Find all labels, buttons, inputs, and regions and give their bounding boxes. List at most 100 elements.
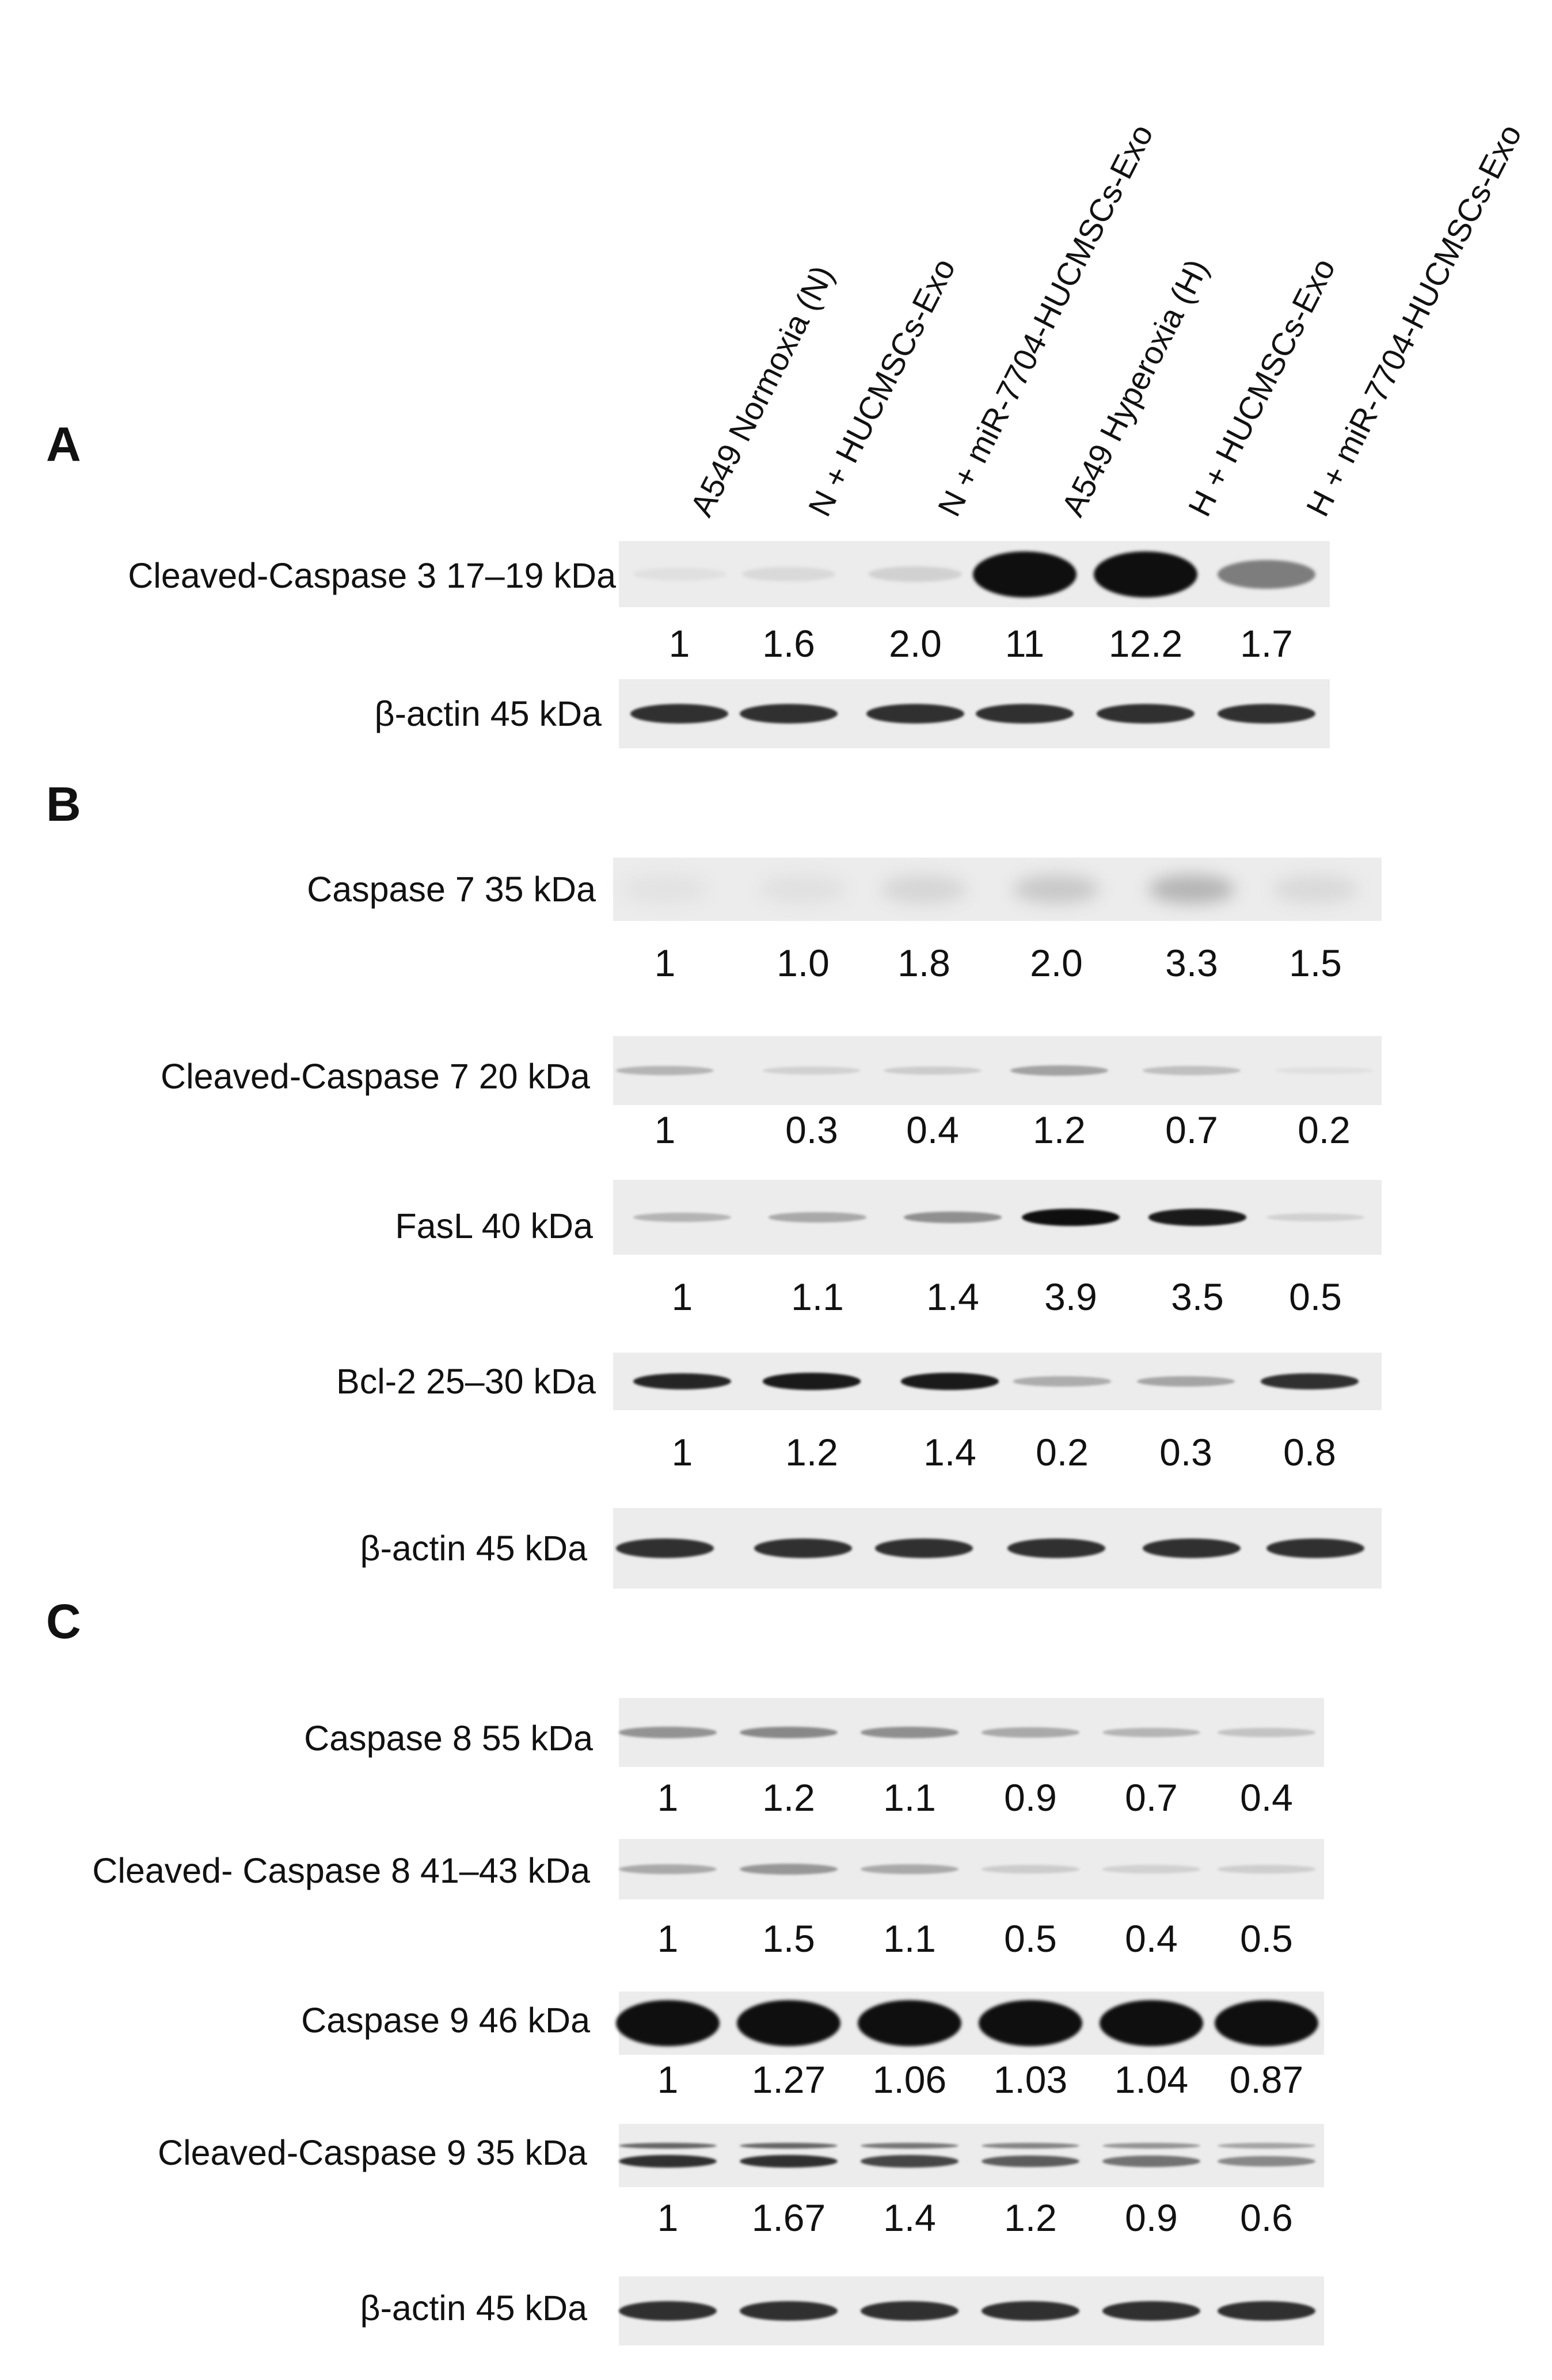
densitometry-value: 0.8 [1283, 1431, 1336, 1473]
densitometry-value: 1.67 [751, 2196, 826, 2239]
blot-row-label: FasL 40 kDa [395, 1206, 593, 1246]
protein-band [1102, 1727, 1200, 1738]
protein-band [973, 551, 1076, 597]
blot-row-label: Cleaved-Caspase 9 35 kDa [158, 2133, 587, 2172]
protein-band [1143, 1539, 1241, 1558]
blot-row-label: Caspase 9 46 kDa [301, 2001, 590, 2040]
densitometry-value: 1.7 [1240, 622, 1293, 665]
blot-row-label: Cleaved-Caspase 3 17–19 kDa [128, 556, 616, 595]
protein-band [740, 1726, 838, 1739]
protein-band [982, 1865, 1079, 1873]
lane-header: H + miR-7704-HUCMSCs-Exo [1299, 118, 1529, 522]
densitometry-value: 2.0 [889, 622, 942, 665]
protein-band [1022, 1209, 1120, 1226]
protein-band [881, 875, 967, 904]
protein-band [737, 2000, 840, 2046]
protein-band [616, 2000, 720, 2046]
protein-band [619, 2301, 717, 2321]
densitometry-value: 1.03 [993, 2058, 1068, 2101]
blot-row-label: β-actin 45 kDa [374, 694, 602, 733]
densitometry-value: 0.6 [1240, 2196, 1293, 2239]
blot-strip [619, 679, 1330, 748]
protein-band [1102, 2156, 1200, 2167]
protein-band-upper [982, 2143, 1079, 2149]
protein-band [633, 1212, 731, 1223]
protein-band [979, 2000, 1082, 2046]
protein-band [1094, 551, 1197, 597]
blot-strip [613, 1508, 1382, 1589]
protein-band [740, 2154, 838, 2168]
densitometry-value: 0.9 [1125, 2196, 1178, 2239]
protein-band [1266, 1539, 1364, 1558]
densitometry-value: 1 [657, 1776, 679, 1819]
protein-band [861, 1864, 958, 1875]
protein-band [1261, 1373, 1359, 1389]
protein-band [616, 1539, 714, 1558]
densitometry-value: 0.5 [1289, 1275, 1342, 1318]
densitometry-value: 1.2 [785, 1431, 838, 1473]
blot-strip [619, 1698, 1324, 1767]
protein-band [740, 704, 838, 723]
densitometry-value: 1.4 [923, 1431, 976, 1473]
densitometry-value: 1.5 [1289, 942, 1342, 984]
protein-band [861, 1727, 958, 1738]
lane-header: N + miR-7704-HUCMSCs-Exo [930, 118, 1161, 522]
protein-band [1215, 2000, 1318, 2046]
protein-band [1218, 2156, 1315, 2167]
protein-band [1102, 1865, 1200, 1873]
protein-band [760, 875, 846, 904]
protein-band [982, 2301, 1079, 2321]
protein-band [1218, 559, 1315, 589]
densitometry-value: 0.7 [1165, 1109, 1218, 1151]
densitometry-value: 1 [668, 622, 690, 665]
protein-band [884, 1066, 982, 1075]
densitometry-value: 0.4 [906, 1109, 959, 1151]
lane-header: A549 Hyperoxia (H) [1054, 253, 1215, 522]
protein-band [622, 875, 708, 904]
protein-band-upper [1102, 2143, 1200, 2149]
protein-band [619, 1864, 717, 1875]
densitometry-value: 1.2 [762, 1776, 815, 1819]
panel-letter: A [46, 417, 81, 471]
protein-band [868, 566, 963, 582]
densitometry-value: 3.5 [1171, 1275, 1224, 1318]
densitometry-value: 0.7 [1125, 1776, 1178, 1819]
blot-strip [613, 858, 1382, 921]
protein-band-upper [740, 2143, 838, 2149]
protein-band [901, 1373, 999, 1390]
protein-band [1218, 704, 1315, 723]
densitometry-value: 0.3 [1159, 1431, 1212, 1473]
protein-band [861, 2301, 958, 2321]
blot-row-label: β-actin 45 kDa [360, 2288, 587, 2328]
panel-letter: B [46, 777, 81, 831]
densitometry-value: 2.0 [1030, 942, 1083, 984]
blot-row-label: Cleaved-Caspase 7 20 kDa [161, 1057, 590, 1096]
protein-band [1100, 2000, 1203, 2046]
protein-band [1010, 1065, 1108, 1076]
protein-band [1218, 1728, 1315, 1737]
protein-band [1266, 1213, 1364, 1222]
protein-band [861, 2155, 958, 2168]
blot-row-label: Caspase 7 35 kDa [307, 870, 596, 909]
densitometry-value: 1.2 [1033, 1109, 1086, 1151]
densitometry-value: 11 [1005, 622, 1045, 665]
protein-band [1148, 875, 1235, 904]
densitometry-value: 3.9 [1044, 1275, 1097, 1318]
blot-strip [619, 2276, 1324, 2345]
protein-band [866, 704, 964, 723]
densitometry-value: 0.2 [1036, 1431, 1089, 1473]
protein-band [1137, 1376, 1235, 1387]
protein-band [976, 704, 1074, 723]
protein-band [858, 2000, 961, 2046]
protein-band [1013, 1376, 1111, 1387]
densitometry-value: 1 [657, 2196, 679, 2239]
panel-letter: C [46, 1594, 81, 1648]
densitometry-value: 1.4 [883, 2196, 936, 2239]
blot-strip [613, 1036, 1382, 1105]
densitometry-value: 1 [671, 1275, 693, 1318]
densitometry-value: 12.2 [1108, 622, 1183, 665]
densitometry-value: 1.06 [872, 2058, 947, 2101]
protein-band [633, 1373, 731, 1390]
blot-row-label: Caspase 8 55 kDa [304, 1719, 593, 1758]
protein-band [904, 1212, 1002, 1223]
